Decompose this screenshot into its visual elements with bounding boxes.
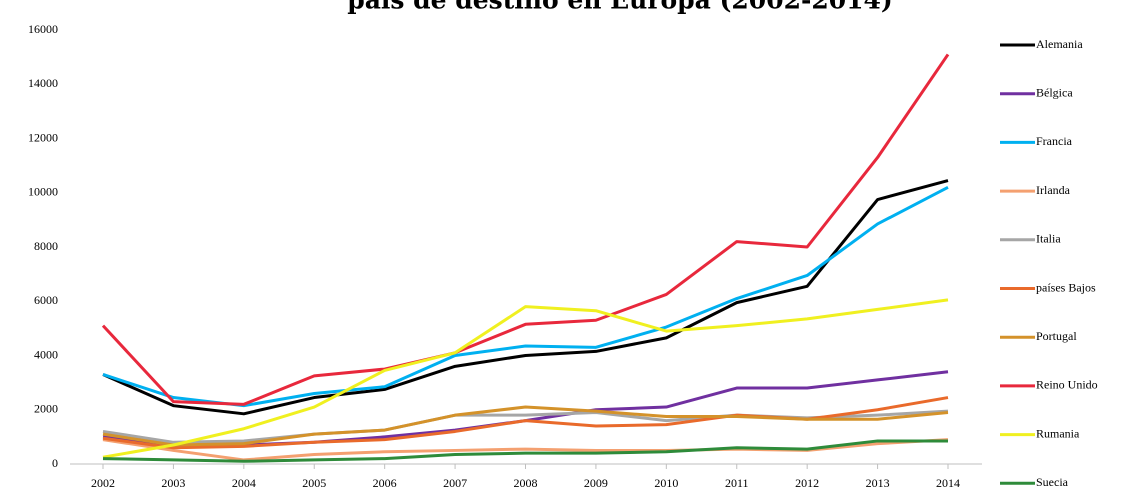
y-tick-label: 14000 xyxy=(28,76,58,90)
x-tick-label: 2013 xyxy=(866,476,890,490)
legend-label: Italia xyxy=(1036,232,1061,246)
series-line xyxy=(102,439,948,463)
x-tick-label: 2005 xyxy=(302,476,326,490)
x-tick-label: 2011 xyxy=(725,476,749,490)
y-tick-label: 12000 xyxy=(28,130,58,144)
chart-title: país de destino en Europa (2002-2014) xyxy=(347,0,893,15)
x-tick-label: 2006 xyxy=(373,476,397,490)
legend-label: Irlanda xyxy=(1036,183,1071,197)
x-tick-label: 2008 xyxy=(514,476,538,490)
series-line xyxy=(102,409,949,444)
series-line xyxy=(102,185,949,408)
series-line xyxy=(101,53,950,406)
x-tick-label: 2004 xyxy=(232,476,256,490)
legend-label: Rumania xyxy=(1036,426,1080,440)
legend-label: Suecia xyxy=(1036,475,1069,489)
series-line xyxy=(102,298,949,459)
y-tick-label: 8000 xyxy=(34,239,58,253)
y-tick-label: 6000 xyxy=(34,293,58,307)
legend-label: Bélgica xyxy=(1036,85,1073,99)
x-tick-label: 2014 xyxy=(936,476,960,490)
x-tick-label: 2012 xyxy=(795,476,819,490)
y-tick-label: 2000 xyxy=(34,402,58,416)
x-tick-label: 2007 xyxy=(443,476,467,490)
y-tick-label: 10000 xyxy=(28,185,58,199)
x-tick-label: 2009 xyxy=(584,476,608,490)
series-line xyxy=(102,405,949,447)
y-tick-label: 4000 xyxy=(34,347,58,361)
x-tick-label: 2002 xyxy=(91,476,115,490)
legend-label: Alemania xyxy=(1036,37,1083,51)
y-tick-label: 16000 xyxy=(28,22,58,36)
series-line xyxy=(102,179,949,416)
legend-label: Reino Unido xyxy=(1036,378,1098,392)
x-tick-label: 2003 xyxy=(161,476,185,490)
legend-label: Francia xyxy=(1036,134,1073,148)
legend-label: Portugal xyxy=(1036,329,1077,343)
y-tick-label: 0 xyxy=(52,456,58,470)
legend-label: países Bajos xyxy=(1036,280,1096,294)
x-tick-label: 2010 xyxy=(654,476,678,490)
